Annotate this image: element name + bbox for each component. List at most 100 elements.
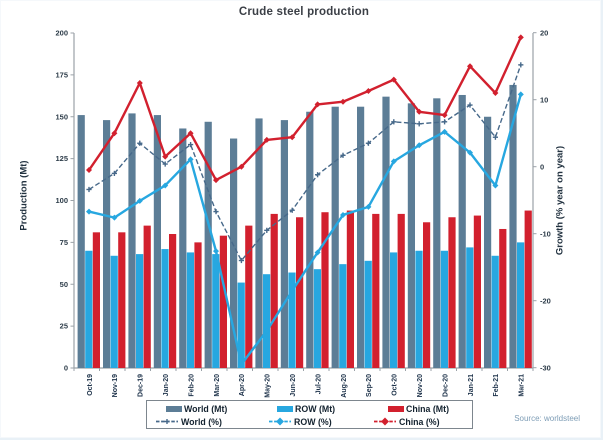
bar-world-mar-21 (509, 84, 517, 369)
marker-row (340, 211, 346, 218)
marker-row (390, 158, 397, 165)
chart-title: Crude steel production (238, 6, 370, 18)
bar-row-sep-20 (364, 260, 372, 368)
bar-world-jan-20 (153, 115, 161, 368)
legend-line-sample (156, 419, 178, 424)
x-tick-label: Oct-19 (87, 374, 94, 396)
marker-row (416, 142, 423, 149)
legend-label: ROW (Mt) (295, 403, 336, 414)
bar-world-jan-21 (458, 94, 466, 368)
x-tick-label: Dec-19 (138, 374, 145, 397)
marker-row (467, 149, 473, 156)
bar-row-oct-20 (390, 252, 398, 368)
marker-china (365, 87, 372, 94)
bar-china-jan-20 (169, 234, 177, 368)
x-tick-label: Mar-20 (214, 374, 221, 397)
marker-row (365, 203, 372, 210)
legend-label: World (Mt) (184, 403, 228, 414)
bar-world-dec-20 (433, 98, 441, 368)
bar-world-nov-20 (407, 103, 415, 368)
marker-row (86, 208, 92, 215)
bar-china-dec-20 (448, 217, 456, 368)
line-china-pct (88, 36, 522, 182)
marker-row (517, 91, 524, 98)
bar-china-jun-20 (296, 217, 304, 368)
legend-swatch (277, 405, 293, 412)
marker-row (213, 248, 219, 255)
marker-row (492, 182, 499, 189)
legend-item-world-pct: World (%) (155, 416, 222, 427)
marker-row (441, 128, 448, 135)
marker-china (314, 101, 321, 108)
x-tick-label: Jan-20 (163, 374, 170, 396)
bar-china-may-20 (270, 213, 278, 368)
bar-row-feb-20 (186, 252, 194, 368)
right-axis-title: Growth (% year on year) (554, 145, 566, 256)
x-tick-label: Feb-20 (188, 374, 195, 397)
marker-china (162, 153, 169, 160)
bar-row-dec-19 (136, 254, 144, 368)
bar-china-nov-19 (118, 232, 126, 368)
x-tick-label: Apr-20 (239, 374, 246, 396)
marker-china (416, 108, 423, 115)
bar-world-feb-20 (179, 128, 187, 368)
marker-row (314, 249, 321, 256)
x-tick-label: Feb-21 (493, 374, 500, 397)
right-axis-tick-label: 10 (540, 95, 548, 104)
right-axis-tick-label: 20 (540, 28, 548, 37)
marker-row (136, 197, 143, 204)
bar-china-jul-20 (321, 212, 329, 368)
marker-china (492, 90, 499, 96)
line-row-pct (88, 94, 522, 366)
bar-row-oct-19 (85, 250, 93, 368)
bar-row-jul-20 (313, 269, 321, 368)
right-axis-tick-label: -20 (540, 296, 551, 305)
left-axis-tick-label: 200 (55, 29, 68, 38)
marker-china (441, 112, 448, 119)
left-axis-tick-label: 75 (60, 238, 68, 247)
x-tick-label: Jun-20 (290, 374, 297, 397)
marker-china (111, 130, 118, 137)
left-axis-tick-label: 175 (55, 70, 68, 79)
marker-row (238, 361, 245, 368)
bar-row-dec-20 (440, 250, 448, 368)
bar-world-oct-20 (382, 96, 390, 369)
bar-row-aug-20 (339, 264, 347, 368)
bar-world-may-20 (255, 118, 263, 368)
marker-china (289, 134, 296, 141)
left-axis-tick-label: 25 (60, 322, 68, 331)
bar-row-may-20 (263, 274, 271, 368)
bar-row-mar-20 (212, 254, 220, 368)
bar-china-feb-21 (499, 228, 507, 368)
left-axis-tick-label: 125 (55, 154, 68, 163)
marker-china (390, 76, 397, 83)
marker-row (263, 327, 270, 334)
legend: World (Mt) ROW (Mt) China (Mt) World (%) ROW… (146, 400, 473, 429)
right-axis-tick-label: -30 (540, 363, 551, 372)
marker-row (187, 156, 194, 163)
bar-row-nov-20 (415, 250, 423, 368)
bar-world-mar-20 (204, 121, 212, 369)
bar-china-mar-21 (524, 210, 532, 368)
bar-row-nov-19 (110, 255, 118, 368)
bar-world-feb-21 (484, 116, 492, 368)
x-tick-label: Nov-20 (417, 374, 424, 397)
bar-world-apr-20 (230, 138, 238, 368)
bar-world-oct-19 (77, 115, 85, 368)
bar-china-oct-20 (397, 213, 405, 368)
bar-china-sep-20 (372, 213, 380, 368)
x-tick-label: Sep-20 (366, 374, 373, 397)
right-axis-tick-label: 0 (540, 162, 544, 171)
legend-swatch (166, 405, 182, 412)
bar-china-oct-19 (92, 232, 100, 368)
marker-row (111, 214, 118, 221)
legend-item-world-mt: World (Mt) (166, 403, 227, 414)
x-tick-label: Jan-21 (468, 374, 475, 396)
bar-world-dec-19 (128, 113, 136, 369)
left-axis-tick-label: 0 (64, 364, 68, 373)
bar-row-jan-20 (161, 249, 169, 368)
x-tick-label: Jul-20 (315, 374, 322, 394)
legend-swatch (388, 405, 404, 412)
x-tick-label: Dec-20 (442, 374, 449, 397)
bar-china-aug-20 (346, 210, 354, 368)
